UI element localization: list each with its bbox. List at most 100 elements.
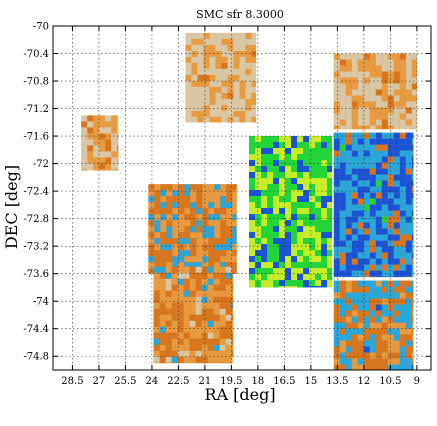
map-pixel: [196, 291, 202, 297]
map-pixel: [352, 305, 358, 311]
map-pixel: [148, 262, 154, 268]
map-pixel: [190, 303, 196, 309]
map-pixel: [340, 175, 346, 181]
map-pixel: [400, 335, 406, 341]
map-pixel: [303, 184, 309, 190]
map-pixel: [261, 280, 267, 286]
map-pixel: [232, 345, 233, 351]
map-pixel: [249, 262, 255, 268]
map-pixel: [267, 172, 273, 178]
map-pixel: [340, 271, 346, 277]
map-pixel: [215, 117, 221, 122]
map-pixel: [273, 154, 279, 160]
map-pixel: [202, 184, 208, 190]
map-pixel: [352, 72, 358, 78]
map-pixel: [346, 96, 352, 102]
map-pixel: [340, 347, 346, 353]
map-pixel: [166, 345, 172, 351]
map-pixel: [105, 163, 111, 169]
map-pixel: [321, 154, 327, 160]
map-pixel: [388, 259, 394, 265]
map-pixel: [220, 196, 226, 202]
map-pixel: [394, 72, 400, 78]
map-pixel: [190, 357, 196, 363]
map-pixel: [203, 51, 209, 57]
map-pixel: [358, 359, 364, 365]
map-pixel: [334, 84, 340, 90]
map-pixel: [285, 280, 291, 286]
map-pixel: [352, 102, 358, 108]
map-pixel: [172, 285, 178, 291]
map-pixel: [232, 226, 236, 232]
map-pixel: [105, 115, 111, 121]
map-pixel: [309, 208, 315, 214]
map-pixel: [364, 335, 370, 341]
map-pixel: [172, 315, 178, 321]
map-pixel: [172, 220, 178, 226]
map-pixel: [251, 51, 256, 57]
map-pixel: [232, 184, 236, 190]
map-pixel: [388, 78, 394, 84]
map-pixel: [196, 351, 202, 357]
map-pixel: [388, 139, 394, 145]
map-pixel: [346, 108, 352, 114]
map-pixel: [334, 205, 340, 211]
map-pixel: [245, 63, 251, 69]
map-pixel: [249, 250, 255, 256]
map-pixel: [406, 259, 412, 265]
map-pixel: [394, 66, 400, 72]
map-pixel: [220, 226, 226, 232]
map-pixel: [291, 214, 297, 220]
map-pixel: [309, 232, 315, 238]
map-pixel: [203, 39, 209, 45]
map-pixel: [370, 120, 376, 126]
map-pixel: [334, 199, 340, 205]
map-pixel: [388, 181, 394, 187]
map-pixel: [400, 78, 406, 84]
map-pixel: [400, 96, 406, 102]
map-pixel: [202, 238, 208, 244]
map-pixel: [178, 267, 184, 273]
map-pixel: [400, 199, 406, 205]
map-pixel: [191, 87, 197, 93]
map-pixel: [166, 327, 172, 333]
map-pixel: [412, 139, 413, 145]
map-pixel: [340, 329, 346, 335]
map-pixel: [358, 133, 364, 139]
map-pixel: [285, 208, 291, 214]
map-pixel: [220, 238, 226, 244]
map-pixel: [364, 365, 370, 370]
map-pixel: [315, 274, 321, 280]
map-pixel: [81, 133, 87, 139]
map-pixel: [352, 247, 358, 253]
map-pixel: [352, 329, 358, 335]
map-pixel: [93, 151, 99, 157]
map-pixel: [178, 196, 184, 202]
map-pixel: [400, 259, 406, 265]
map-pixel: [370, 353, 376, 359]
map-pixel: [370, 259, 376, 265]
map-pixel: [382, 247, 388, 253]
map-pixel: [208, 333, 214, 339]
map-pixel: [376, 317, 382, 323]
map-pixel: [202, 321, 208, 327]
map-pixel: [160, 291, 166, 297]
map-pixel: [340, 145, 346, 151]
map-pixel: [406, 139, 412, 145]
map-pixel: [388, 265, 394, 271]
map-pixel: [251, 57, 256, 63]
map-pixel: [364, 341, 370, 347]
map-pixel: [406, 96, 412, 102]
map-pixel: [303, 232, 309, 238]
map-pixel: [220, 333, 226, 339]
map-pixel: [364, 145, 370, 151]
map-pixel: [160, 232, 166, 238]
map-pixel: [394, 54, 400, 60]
map-pixel: [388, 359, 394, 365]
map-pixel: [184, 214, 190, 220]
map-pixel: [172, 238, 178, 244]
map-pixel: [334, 133, 340, 139]
map-pixel: [394, 181, 400, 187]
map-pixel: [388, 54, 394, 60]
map-pixel: [148, 238, 154, 244]
